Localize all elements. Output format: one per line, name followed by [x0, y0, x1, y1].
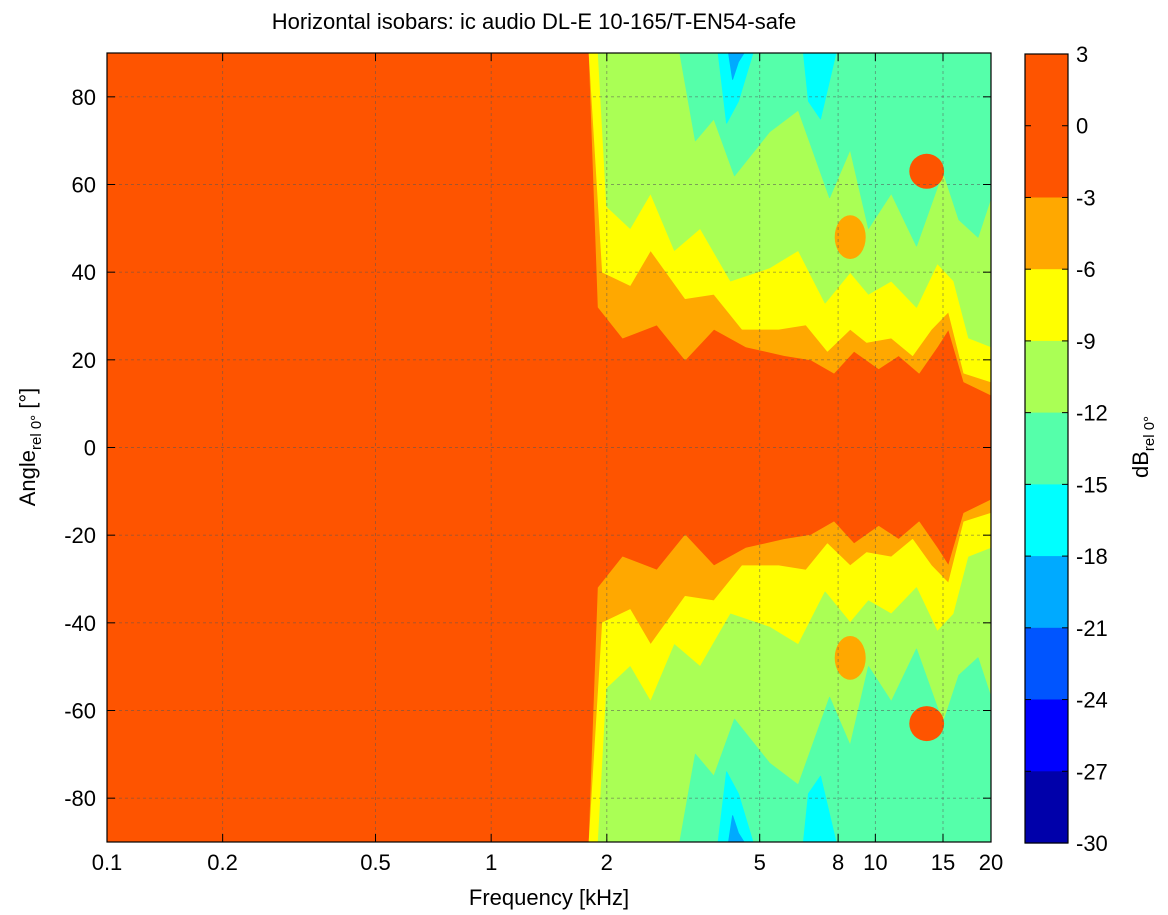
y-tick-label: 0: [84, 436, 96, 461]
colorbar-band: [1025, 484, 1068, 557]
colorbar-tick-label: -6: [1076, 257, 1096, 282]
colorbar-tick-label: -24: [1076, 688, 1108, 713]
x-tick-label: 20: [979, 850, 1003, 875]
y-tick-label: 80: [72, 85, 96, 110]
x-axis: 0.1 0.2 0.5 1 2 5 8 10 15 20: [92, 53, 1003, 875]
colorbar-tick-label: -9: [1076, 329, 1096, 354]
colorbar-tick-label: -12: [1076, 401, 1108, 426]
x-tick-label: 0.5: [360, 850, 391, 875]
y-tick-label: 40: [72, 260, 96, 285]
y-axis-label-sub: rel 0°: [28, 415, 45, 450]
colorbar-band: [1025, 54, 1068, 127]
plot-area: [106, 52, 992, 843]
y-tick-label: 20: [72, 348, 96, 373]
x-tick-label: 1: [485, 850, 497, 875]
colorbar-band: [1025, 412, 1068, 485]
y-tick-label: -80: [64, 786, 96, 811]
x-tick-label: 8: [832, 850, 844, 875]
x-tick-label: 0.1: [92, 850, 123, 875]
contour-region: [107, 53, 991, 842]
contour-region: [107, 53, 991, 842]
colorbar-tick-label: -21: [1076, 616, 1108, 641]
y-axis: 80 60 40 20 0 -20 -40 -60 -80: [64, 85, 991, 811]
y-tick-label: -60: [64, 699, 96, 724]
colorbar-tick-label: -27: [1076, 759, 1108, 784]
colorbar-band: [1025, 699, 1068, 772]
colorbar-label-main: dB: [1128, 451, 1153, 478]
contour-region: [107, 53, 991, 842]
colorbar-band: [1025, 556, 1068, 629]
colorbar-band: [1025, 627, 1068, 701]
colorbar-ticks: 3 0 -3 -6 -9 -12 -15 -18 -21 -24 -27 -30: [1025, 42, 1108, 856]
x-axis-label: Frequency [kHz]: [469, 885, 629, 910]
colorbar-tick-label: 3: [1076, 42, 1088, 67]
y-axis-label-main: Angle: [15, 450, 40, 506]
colorbar-label: dBrel 0°: [1128, 416, 1158, 478]
colorbar-band: [1025, 771, 1068, 844]
x-tick-label: 2: [601, 850, 613, 875]
y-tick-label: -40: [64, 611, 96, 636]
contour-region: [107, 53, 991, 842]
contour-lobe: [834, 636, 866, 680]
colorbar-tick-label: -15: [1076, 472, 1108, 497]
colorbar-band: [1025, 197, 1068, 270]
colorbar-band: [1025, 340, 1068, 414]
colorbar-band: [1025, 269, 1068, 342]
colorbar: [1024, 53, 1069, 844]
y-axis-label-unit: [°]: [15, 388, 40, 415]
y-tick-label: 60: [72, 173, 96, 198]
x-tick-label: 10: [863, 850, 887, 875]
x-tick-label: 5: [754, 850, 766, 875]
colorbar-tick-label: -18: [1076, 544, 1108, 569]
colorbar-band: [1025, 125, 1068, 198]
contour-lobe: [909, 153, 945, 189]
colorbar-tick-label: 0: [1076, 114, 1088, 139]
colorbar-tick-label: -3: [1076, 186, 1096, 211]
colorbar-frame: [1024, 53, 1069, 844]
contour-lobe: [834, 215, 866, 259]
contour-lobe: [909, 706, 945, 742]
y-axis-label: Anglerel 0° [°]: [15, 388, 45, 507]
colorbar-label-sub: rel 0°: [1141, 416, 1158, 451]
x-tick-label: 15: [931, 850, 955, 875]
chart-title: Horizontal isobars: ic audio DL-E 10-165…: [272, 9, 797, 34]
x-tick-label: 0.2: [207, 850, 238, 875]
y-tick-label: -20: [64, 523, 96, 548]
colorbar-tick-label: -30: [1076, 831, 1108, 856]
